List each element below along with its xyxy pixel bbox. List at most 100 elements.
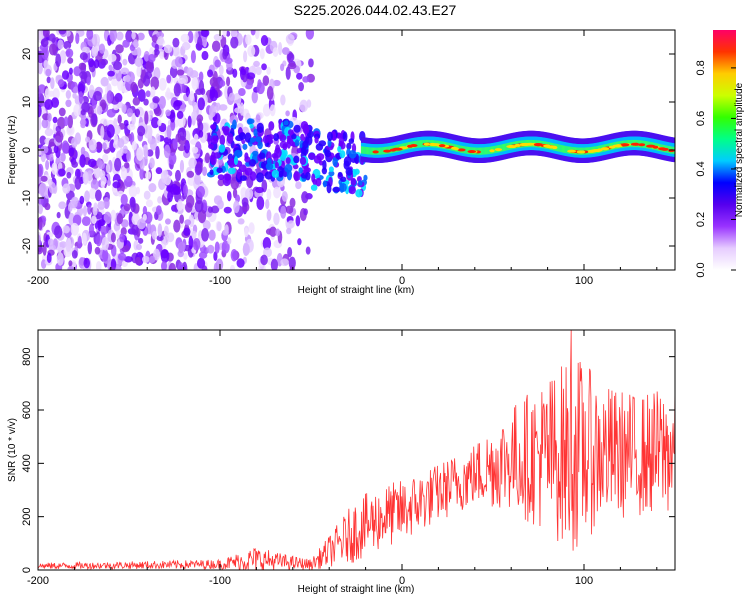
spectrogram-cell: [324, 150, 332, 158]
colorbar-ticks: 0.0 0.2 0.4 0.6 0.8: [695, 60, 736, 278]
spectrogram-cell: [269, 226, 277, 237]
spectrogram-cell: [50, 77, 55, 90]
spectrogram-cell: [97, 200, 106, 210]
spectrogram-cell: [294, 139, 300, 147]
spectrogram-x-tick-label: -100: [209, 275, 231, 287]
spectrogram-cell: [91, 113, 98, 126]
spectrogram-cell: [131, 113, 136, 126]
spectrogram-cell: [299, 99, 309, 113]
spectrogram-cell: [40, 175, 48, 182]
spectrogram-cell: [177, 241, 186, 252]
spectrogram-cell: [248, 222, 255, 234]
spectrogram-cell: [71, 249, 78, 259]
spectrogram-cell: [44, 99, 54, 110]
spectrogram-cell: [93, 59, 100, 69]
spectrogram-cell: [305, 171, 311, 181]
spectrogram-cell: [348, 186, 356, 195]
spectrogram-cell: [239, 132, 246, 140]
spectrogram-cell: [47, 112, 52, 122]
spectrogram-cell: [249, 137, 256, 143]
spectrogram-cell: [58, 30, 67, 35]
spectrogram-cell: [207, 206, 214, 213]
spectrogram-cell: [120, 67, 130, 75]
spectrogram-cell: [73, 66, 82, 77]
spectrogram-cell: [191, 230, 197, 240]
spectrogram-cell: [207, 69, 214, 78]
spectrogram-cell: [177, 262, 184, 270]
spectrogram-y-tick-label: 10: [21, 96, 33, 108]
spectrogram-cell: [38, 234, 41, 248]
spectrogram-cell: [80, 146, 86, 156]
spectrogram-cell: [137, 237, 144, 244]
spectrogram-cell: [209, 169, 214, 176]
spectrogram-peak-cell: [520, 142, 531, 146]
spectrogram-cell: [43, 60, 49, 69]
spectrogram-cell: [103, 211, 112, 225]
spectrogram-cell: [128, 185, 138, 198]
spectrogram-cell: [249, 123, 254, 129]
spectrogram-cell: [65, 90, 72, 99]
spectrogram-peak-cell: [630, 142, 639, 146]
spectrogram-cell: [254, 30, 260, 40]
spectrogram-cell: [40, 145, 49, 154]
spectrogram-cell: [222, 49, 228, 60]
spectrogram-cell: [274, 161, 279, 169]
spectrogram-cell: [133, 39, 139, 48]
spectrogram-cell: [106, 90, 114, 104]
spectrogram-cell: [132, 96, 141, 106]
spectrogram-cell: [240, 68, 247, 76]
spectrogram-cell: [114, 157, 122, 172]
spectrogram-cell: [187, 115, 192, 128]
spectrogram-cell: [270, 258, 278, 270]
spectrogram-cell: [148, 182, 157, 193]
spectrogram-cell: [281, 47, 290, 55]
spectrogram-cell: [227, 167, 236, 175]
spectrogram-cell: [134, 108, 141, 117]
snr-frame: [37, 329, 676, 571]
spectrogram-cell: [286, 227, 292, 235]
spectrogram-cell: [175, 169, 181, 182]
spectrogram-peak-cell: [591, 149, 602, 153]
spectrogram-cell: [160, 249, 170, 263]
spectrogram-cell: [340, 176, 347, 183]
spectrogram-cell: [71, 196, 79, 205]
spectrogram-cell: [257, 141, 263, 150]
spectrogram-cell: [262, 75, 270, 86]
spectrogram-cell: [166, 125, 172, 139]
snr-plot-area: [38, 330, 675, 570]
spectrogram-cell: [218, 104, 228, 111]
spectrogram-cell: [84, 190, 90, 203]
spectrogram-cell: [124, 74, 131, 83]
spectrogram-cell: [233, 200, 240, 214]
spectrogram-cell: [38, 104, 42, 118]
spectrogram-cell: [238, 88, 246, 97]
spectrogram-cell: [198, 71, 204, 82]
spectrogram-cell: [42, 241, 47, 256]
spectrogram-cell: [256, 172, 264, 183]
spectrogram-cell: [296, 72, 303, 80]
spectrogram-cell: [332, 156, 338, 167]
spectrogram-cell: [189, 70, 199, 79]
spectrogram-cell: [126, 150, 132, 162]
spectrogram-cell: [259, 48, 265, 60]
spectrogram-cell: [201, 50, 209, 61]
spectrogram-cell: [263, 247, 272, 258]
spectrogram-cell: [107, 53, 117, 63]
spectrogram-cell: [92, 33, 101, 47]
spectrogram-cell: [143, 98, 149, 106]
spectrogram-cell: [100, 58, 109, 66]
spectrogram-cell: [256, 122, 264, 133]
spectrogram-cell: [79, 71, 88, 80]
spectrogram-cell: [38, 216, 43, 231]
spectrogram-cell: [210, 205, 220, 214]
spectrogram-cell: [348, 138, 355, 144]
spectrogram-cell: [287, 129, 294, 136]
spectrogram-cell: [191, 110, 198, 121]
spectrogram-cell: [123, 119, 129, 126]
spectrogram-cell: [242, 242, 250, 257]
spectrogram-cell: [44, 88, 51, 99]
snr-y-tick-label: 800: [21, 347, 33, 365]
spectrogram-cell: [181, 42, 191, 51]
spectrogram-cell: [303, 123, 309, 131]
spectrogram-cell: [61, 70, 70, 80]
